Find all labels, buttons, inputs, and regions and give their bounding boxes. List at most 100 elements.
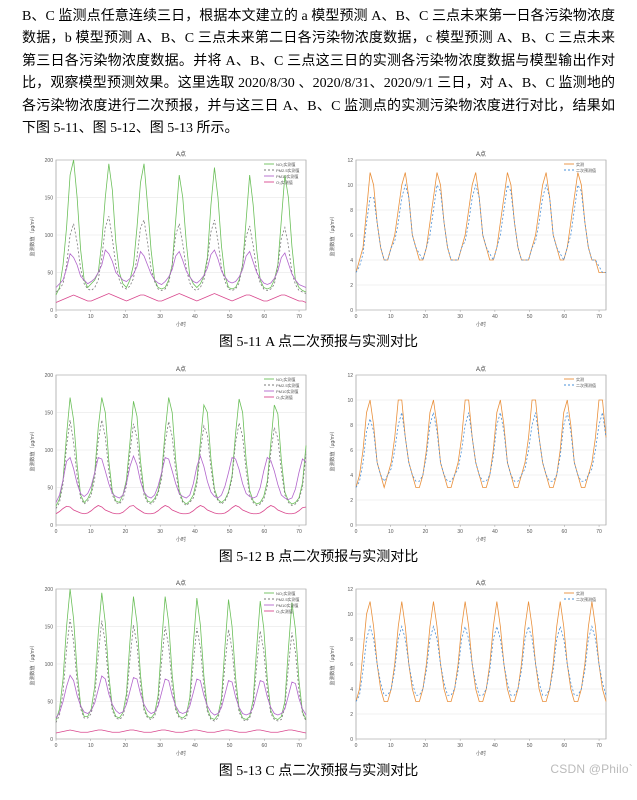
svg-text:30: 30 <box>457 529 463 535</box>
svg-text:50: 50 <box>526 529 532 535</box>
svg-text:PM10实测值: PM10实测值 <box>276 388 298 394</box>
svg-text:30: 30 <box>157 529 163 535</box>
svg-text:A点: A点 <box>175 365 185 373</box>
caption-b: 图 5-12 B 点二次预报与实测对比 <box>22 547 615 569</box>
svg-text:A点: A点 <box>175 579 185 587</box>
svg-text:6: 6 <box>350 448 353 454</box>
svg-text:100: 100 <box>44 662 53 668</box>
svg-text:实测: 实测 <box>576 161 584 167</box>
svg-text:200: 200 <box>44 373 53 379</box>
svg-text:0: 0 <box>54 743 57 749</box>
svg-text:A点: A点 <box>475 150 485 158</box>
svg-text:0: 0 <box>354 314 357 320</box>
chart-a-left: A点050100150200010203040506070监测数值（μg/m³）… <box>24 148 314 328</box>
svg-text:12: 12 <box>347 373 353 379</box>
svg-text:60: 60 <box>261 529 267 535</box>
chart-a-right: A点024681012010203040506070监测数值（μg/m³）小时实… <box>324 148 614 328</box>
svg-text:50: 50 <box>47 700 53 706</box>
svg-text:0: 0 <box>350 737 353 743</box>
svg-text:监测数值（μg/m³）: 监测数值（μg/m³） <box>29 428 36 471</box>
figure-row-c: A点050100150200010203040506070监测数值（μg/m³）… <box>22 577 615 757</box>
svg-text:小时: 小时 <box>475 750 485 757</box>
svg-text:20: 20 <box>122 743 128 749</box>
svg-text:30: 30 <box>157 743 163 749</box>
svg-text:20: 20 <box>422 314 428 320</box>
svg-text:12: 12 <box>347 158 353 164</box>
svg-text:40: 40 <box>492 743 498 749</box>
watermark: CSDN @Philo` <box>550 760 633 779</box>
svg-text:10: 10 <box>87 743 93 749</box>
svg-text:0: 0 <box>354 529 357 535</box>
svg-text:4: 4 <box>350 473 353 479</box>
svg-text:PM2.5实测值: PM2.5实测值 <box>276 596 300 602</box>
svg-text:小时: 小时 <box>175 321 185 328</box>
svg-text:0: 0 <box>350 523 353 529</box>
svg-text:12: 12 <box>347 587 353 593</box>
chart-c-left: A点050100150200010203040506070监测数值（μg/m³）… <box>24 577 314 757</box>
svg-text:NO₂实测值: NO₂实测值 <box>276 376 296 382</box>
svg-text:2: 2 <box>350 712 353 718</box>
svg-text:20: 20 <box>122 529 128 535</box>
chart-b-left: A点050100150200010203040506070监测数值（μg/m³）… <box>24 363 314 543</box>
svg-text:A点: A点 <box>175 150 185 158</box>
svg-text:O₃实测值: O₃实测值 <box>276 394 293 400</box>
svg-text:0: 0 <box>50 523 53 529</box>
svg-text:50: 50 <box>47 485 53 491</box>
caption-c: 图 5-13 C 点二次预报与实测对比 <box>22 761 615 783</box>
svg-text:O₃实测值: O₃实测值 <box>276 608 293 614</box>
svg-text:50: 50 <box>526 314 532 320</box>
svg-text:50: 50 <box>226 314 232 320</box>
svg-text:100: 100 <box>44 233 53 239</box>
figure-row-a: A点050100150200010203040506070监测数值（μg/m³）… <box>22 148 615 328</box>
svg-text:2: 2 <box>350 498 353 504</box>
svg-text:监测数值（μg/m³）: 监测数值（μg/m³） <box>29 643 36 686</box>
paragraph-text: B、C 监测点任意连续三日，根据本文建立的 a 模型预测 A、B、C 三点未来第… <box>22 6 615 140</box>
svg-text:100: 100 <box>44 448 53 454</box>
svg-text:监测数值（μg/m³）: 监测数值（μg/m³） <box>329 643 336 686</box>
figure-grid: A点050100150200010203040506070监测数值（μg/m³）… <box>22 148 615 789</box>
svg-text:10: 10 <box>347 612 353 618</box>
svg-text:60: 60 <box>561 743 567 749</box>
svg-text:监测数值（μg/m³）: 监测数值（μg/m³） <box>329 214 336 257</box>
svg-text:监测数值（μg/m³）: 监测数值（μg/m³） <box>329 428 336 471</box>
svg-text:O₃实测值: O₃实测值 <box>276 179 293 185</box>
svg-text:PM2.5实测值: PM2.5实测值 <box>276 167 300 173</box>
svg-text:二次预测值: 二次预测值 <box>576 596 596 602</box>
svg-text:4: 4 <box>350 258 353 264</box>
svg-text:NO₂实测值: NO₂实测值 <box>276 161 296 167</box>
svg-text:70: 70 <box>296 314 302 320</box>
svg-text:50: 50 <box>47 271 53 277</box>
svg-text:10: 10 <box>387 743 393 749</box>
svg-text:小时: 小时 <box>475 321 485 328</box>
svg-text:实测: 实测 <box>576 590 584 596</box>
chart-c-right: A点024681012010203040506070监测数值（μg/m³）小时实… <box>324 577 614 757</box>
svg-text:30: 30 <box>457 743 463 749</box>
svg-text:PM10实测值: PM10实测值 <box>276 173 298 179</box>
svg-text:10: 10 <box>347 183 353 189</box>
svg-text:0: 0 <box>54 529 57 535</box>
svg-text:10: 10 <box>347 398 353 404</box>
svg-text:40: 40 <box>192 314 198 320</box>
svg-text:30: 30 <box>157 314 163 320</box>
svg-text:60: 60 <box>261 314 267 320</box>
svg-text:150: 150 <box>44 410 53 416</box>
svg-text:10: 10 <box>87 314 93 320</box>
svg-text:20: 20 <box>422 743 428 749</box>
svg-text:6: 6 <box>350 233 353 239</box>
svg-text:PM2.5实测值: PM2.5实测值 <box>276 382 300 388</box>
svg-text:60: 60 <box>561 314 567 320</box>
svg-text:小时: 小时 <box>475 536 485 543</box>
svg-text:PM10实测值: PM10实测值 <box>276 602 298 608</box>
svg-text:40: 40 <box>492 314 498 320</box>
svg-text:6: 6 <box>350 662 353 668</box>
svg-text:A点: A点 <box>475 579 485 587</box>
svg-text:50: 50 <box>226 743 232 749</box>
svg-text:50: 50 <box>526 743 532 749</box>
svg-text:0: 0 <box>50 737 53 743</box>
svg-text:50: 50 <box>226 529 232 535</box>
svg-text:8: 8 <box>350 637 353 643</box>
svg-text:200: 200 <box>44 587 53 593</box>
svg-text:40: 40 <box>192 743 198 749</box>
svg-text:200: 200 <box>44 158 53 164</box>
svg-text:40: 40 <box>192 529 198 535</box>
